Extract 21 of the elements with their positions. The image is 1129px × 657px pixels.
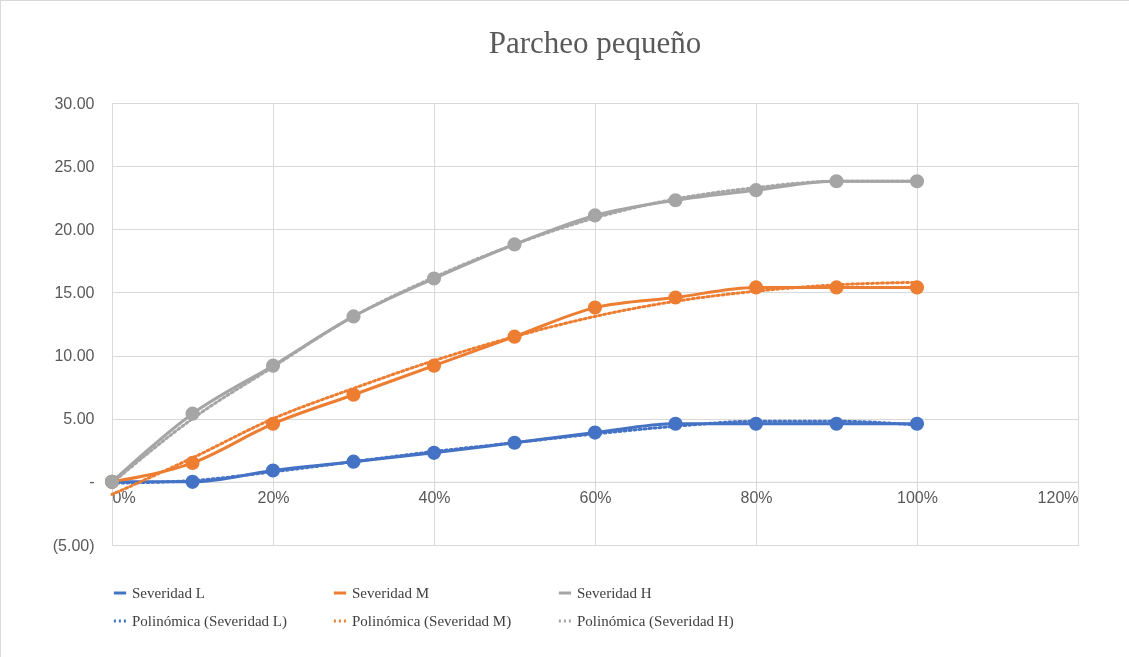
y-tick-label: 20.00 — [54, 220, 95, 238]
legend-label: Polinómica (Severidad H) — [577, 613, 734, 630]
chart-title: Parcheo pequeño — [488, 25, 702, 60]
y-tick-label: 15.00 — [54, 283, 95, 301]
legend-label: Polinómica (Severidad M) — [352, 613, 512, 630]
y-tick-label: - — [89, 473, 95, 491]
y-tick-label: 5.00 — [63, 410, 95, 428]
x-tick-label: 120% — [1037, 489, 1079, 507]
y-tick-label: 25.00 — [54, 157, 95, 175]
y-tick-label: (5.00) — [52, 536, 95, 554]
y-tick-label: 10.00 — [54, 347, 95, 365]
legend-label: Severidad L — [132, 585, 205, 601]
x-tick-label: 80% — [740, 489, 773, 507]
legend-label: Polinómica (Severidad L) — [132, 613, 287, 630]
x-tick-label: 40% — [418, 489, 451, 507]
y-tick-label: 30.00 — [54, 94, 95, 112]
x-tick-label: 20% — [257, 489, 290, 507]
legend-label: Severidad H — [577, 585, 652, 601]
legend-label: Severidad M — [352, 585, 430, 601]
x-tick-label: 60% — [579, 489, 612, 507]
x-tick-label: 100% — [897, 489, 938, 507]
